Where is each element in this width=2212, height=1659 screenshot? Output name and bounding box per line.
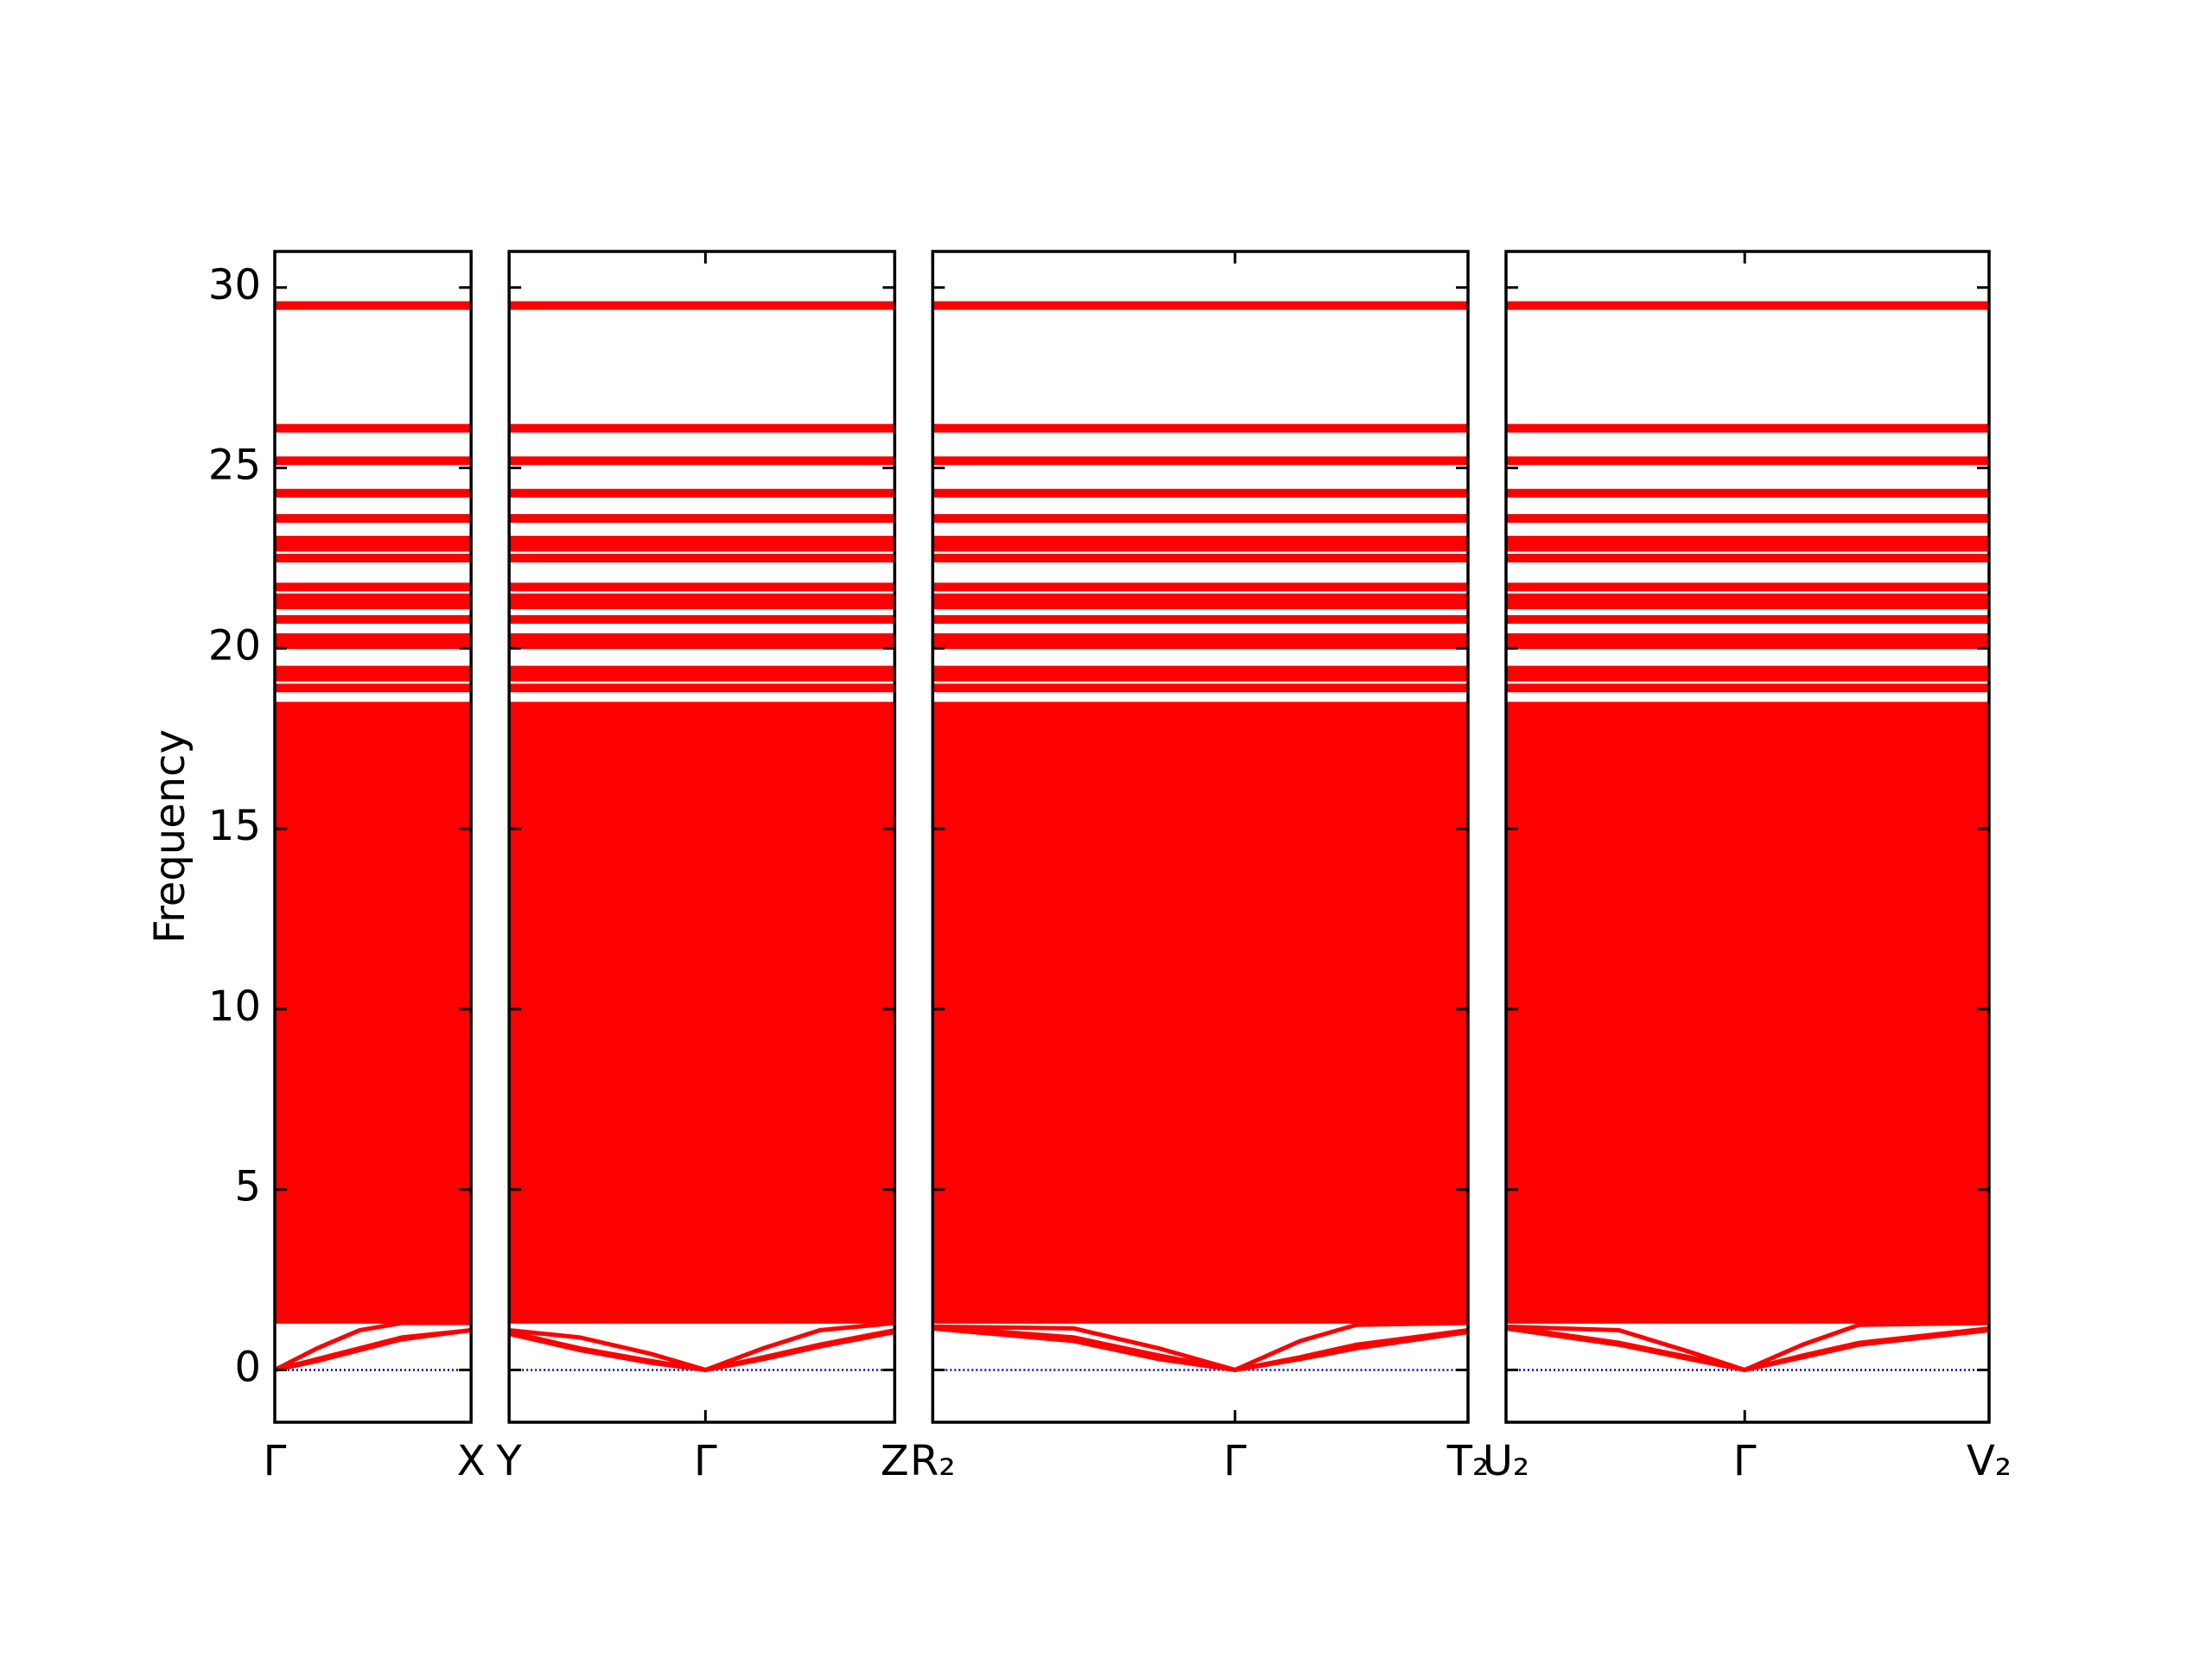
panel-frame [507, 250, 897, 1424]
x-tick-label: Γ [264, 1437, 287, 1485]
x-tick-label: X [457, 1437, 486, 1485]
y-tick-label: 0 [234, 1343, 261, 1391]
acoustic-branch [1505, 1324, 1989, 1373]
panel [509, 301, 895, 1373]
y-axis-label: Frequency [146, 729, 194, 944]
panel [1505, 301, 1989, 1373]
x-tick-label: Y [496, 1437, 523, 1485]
x-tick-label: Z [880, 1437, 909, 1485]
x-tick-label: R₂ [910, 1437, 956, 1485]
y-tick-label: 30 [208, 261, 261, 309]
panel-frame [273, 250, 473, 1424]
panel [275, 301, 472, 1372]
panel-frame [1504, 250, 1991, 1424]
x-tick-label: V₂ [1967, 1437, 2012, 1485]
acoustic-branch [932, 1325, 1468, 1372]
acoustic-branch [509, 1330, 895, 1372]
y-tick-label: 20 [208, 621, 261, 670]
y-tick-label: 5 [234, 1163, 261, 1211]
acoustic-branch [275, 1320, 472, 1372]
panel [932, 301, 1468, 1373]
acoustic-branch [1505, 1325, 1989, 1373]
x-tick-label: Γ [1224, 1437, 1247, 1485]
panel-frame [931, 250, 1470, 1424]
y-tick-label: 10 [208, 982, 261, 1031]
x-tick-label: T₂ [1446, 1437, 1490, 1485]
acoustic-branch [275, 1328, 472, 1372]
x-tick-label: U₂ [1483, 1437, 1529, 1485]
y-tick-label: 15 [208, 802, 261, 850]
x-tick-label: Γ [694, 1437, 717, 1485]
y-tick-label: 25 [208, 442, 261, 490]
x-tick-label: Γ [1733, 1437, 1757, 1485]
acoustic-branch [1505, 1320, 1989, 1373]
